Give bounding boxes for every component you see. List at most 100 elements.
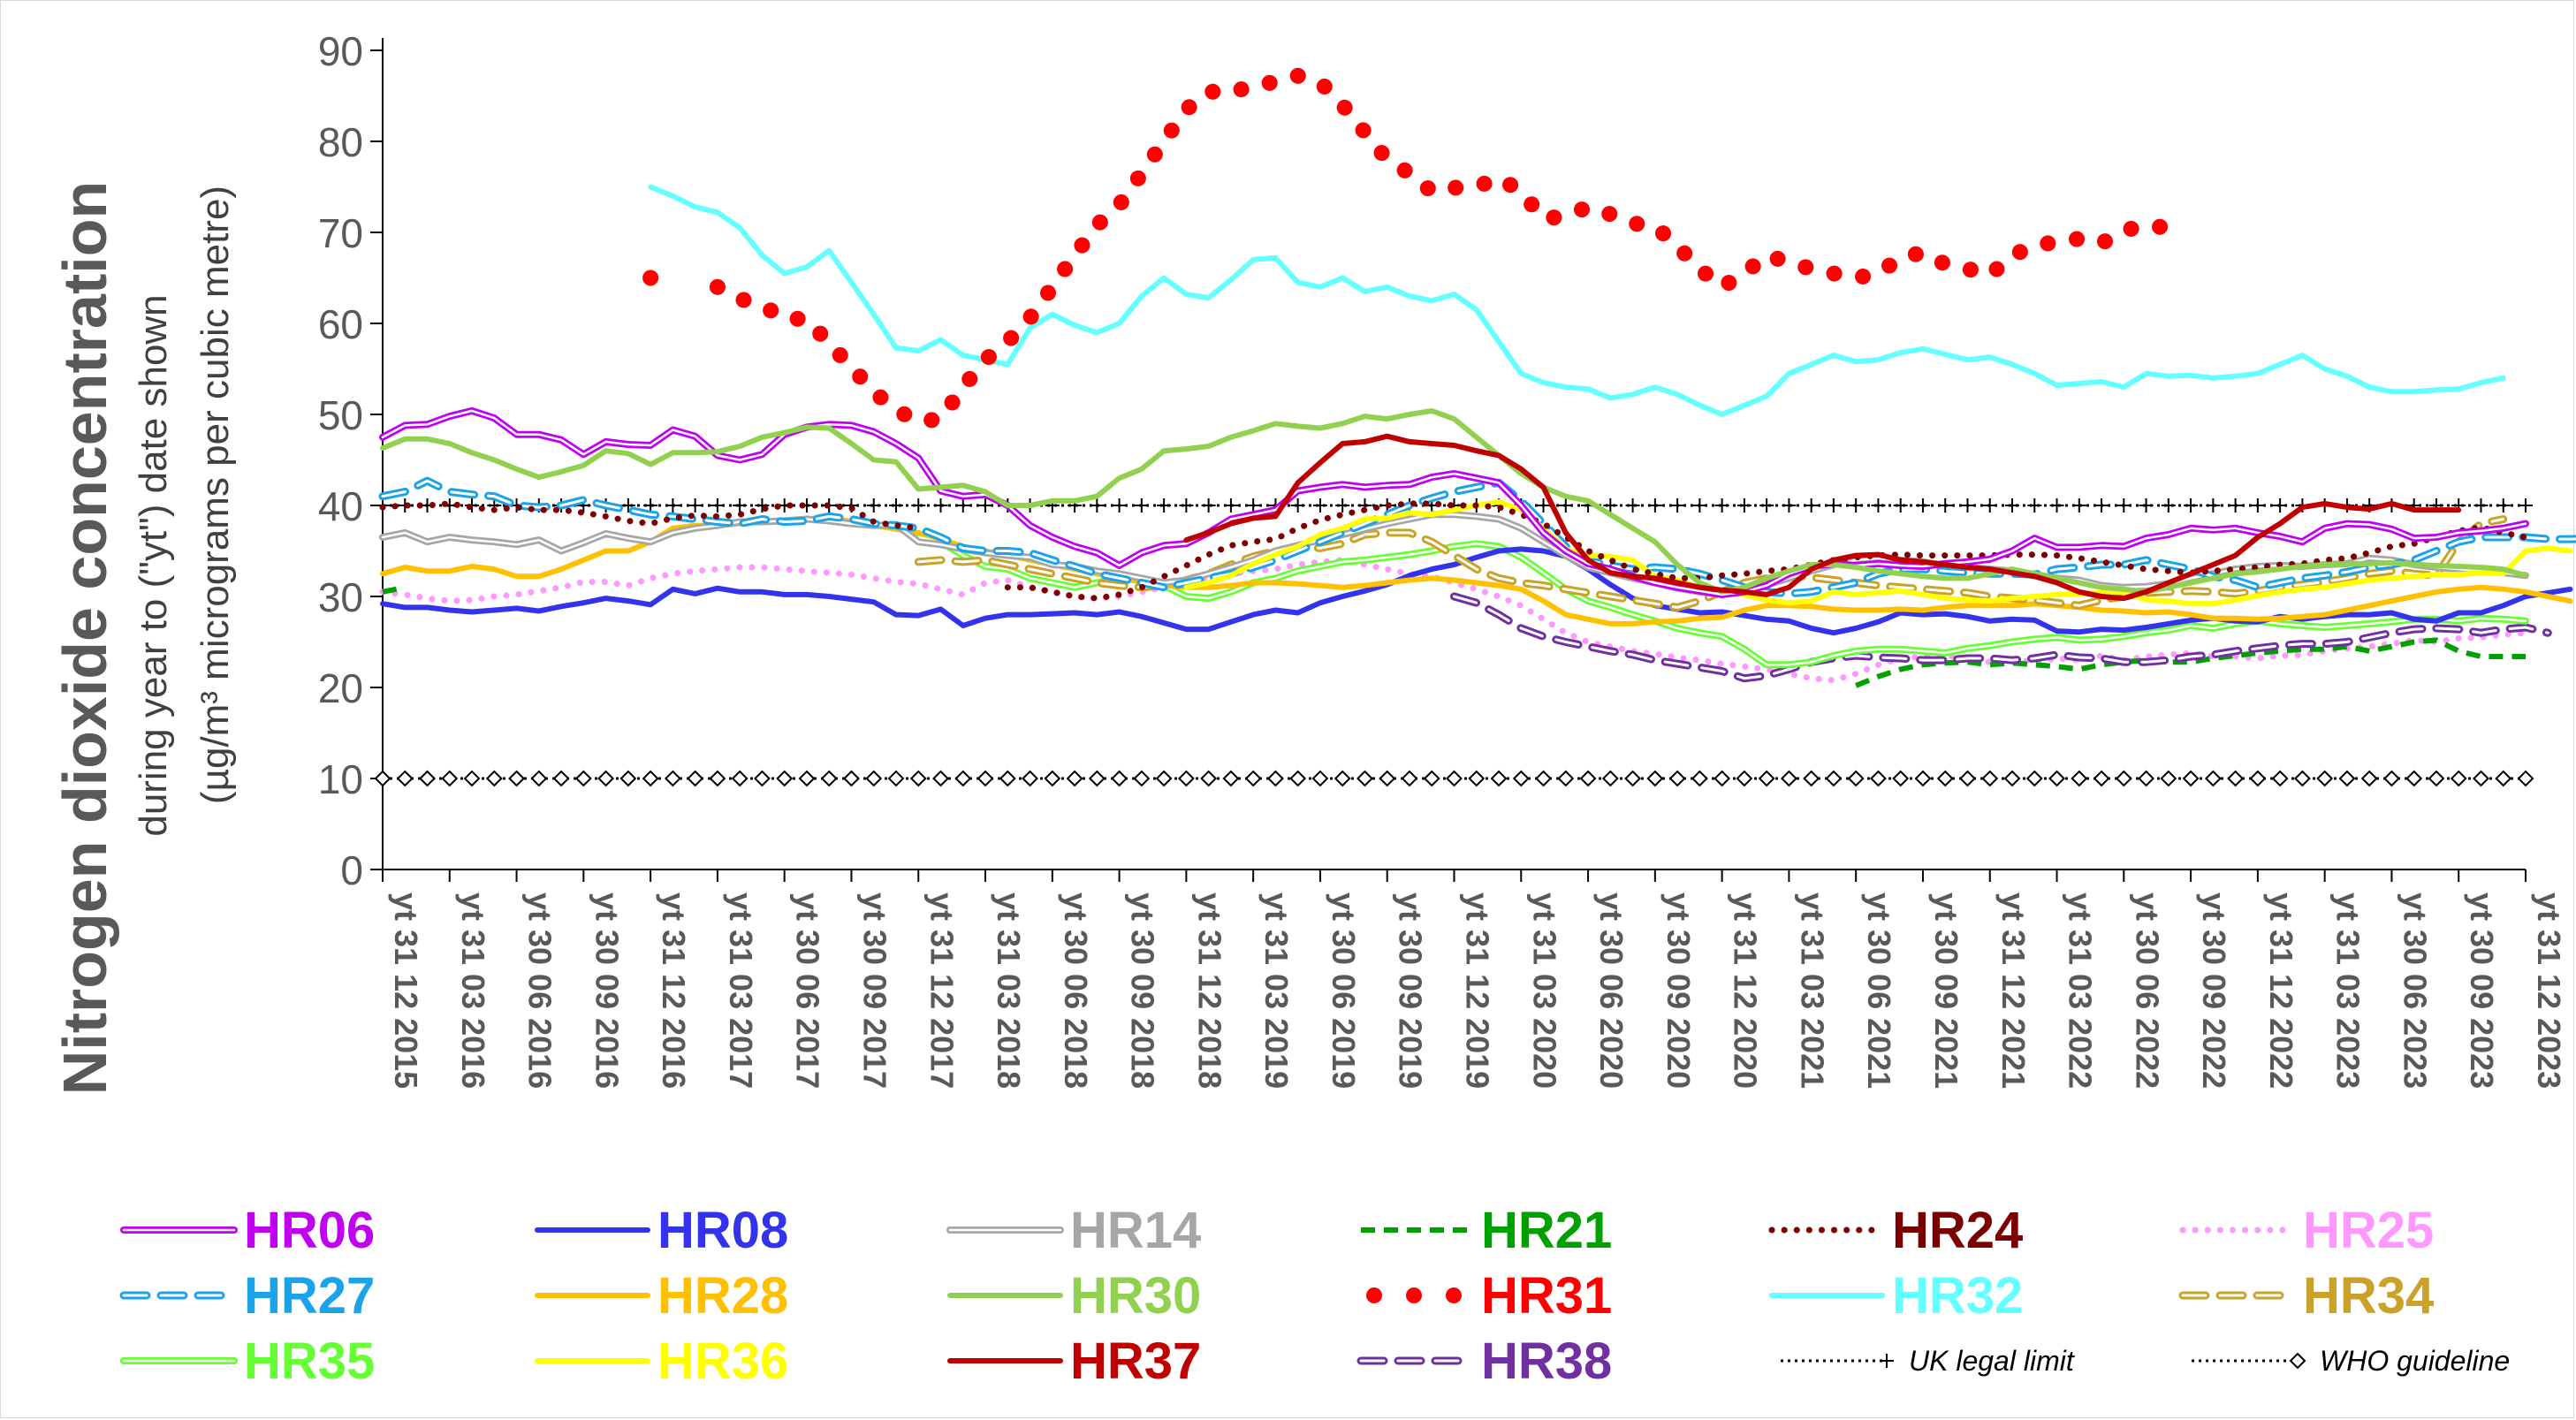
ref-marker — [1289, 770, 1307, 787]
x-tick-label: yt 30 06 2022 — [2129, 892, 2165, 1089]
x-tick-label: yt 30 09 2016 — [589, 892, 625, 1089]
ref-marker — [1244, 770, 1262, 787]
series-line-hr21 — [382, 584, 406, 595]
legend: HR06 HR08 HR14 HR21 HR24 HR25 HR27 HR28 HR30 HR31… — [119, 1202, 2510, 1390]
ref-marker — [1267, 770, 1284, 787]
series-line-hr27 — [378, 476, 2576, 598]
legend-label: HR27 — [244, 1267, 375, 1325]
legend-marker — [2289, 1352, 2306, 1370]
x-tick-label: yt 30 06 2016 — [522, 892, 559, 1089]
ref-marker — [1401, 770, 1418, 787]
series-line-hr38-inner — [1453, 595, 2549, 680]
ref-marker — [1691, 770, 1708, 787]
legend-item-hr38: HR38 — [1356, 1333, 1612, 1390]
ref-marker — [485, 770, 503, 787]
x-tick-label: yt 30 09 2018 — [1125, 892, 1161, 1089]
legend-label: HR28 — [657, 1267, 788, 1325]
legend-label: UK legal limit — [1909, 1345, 2075, 1377]
x-tick-label: yt 31 12 2015 — [388, 892, 424, 1089]
ref-marker — [1044, 770, 1061, 787]
ref-marker — [1892, 770, 1910, 787]
ref-marker — [2160, 770, 2177, 787]
ref-marker — [2271, 770, 2289, 787]
ref-marker — [1446, 770, 1463, 787]
series-hr31 — [642, 67, 2177, 430]
ref-marker — [2338, 770, 2356, 787]
ref-marker — [798, 770, 816, 787]
ref-marker — [619, 770, 637, 787]
series-hr32 — [648, 184, 2506, 417]
legend-item-hr08: HR08 — [535, 1202, 788, 1259]
ref-marker — [1133, 770, 1151, 787]
legend-item-hr30: HR30 — [947, 1267, 1201, 1325]
series-line-hr36 — [1183, 498, 2573, 607]
ref-marker — [976, 770, 994, 787]
ref-marker — [642, 770, 659, 787]
series-line-hr30 — [380, 407, 2528, 595]
y-tick-label: 50 — [318, 392, 363, 438]
legend-label: HR32 — [1892, 1267, 2023, 1325]
ref-marker — [1601, 770, 1619, 787]
x-tick-label: yt 30 06 2019 — [1326, 892, 1362, 1089]
ref-marker — [419, 770, 436, 787]
legend-label: HR36 — [657, 1333, 788, 1390]
ref-marker — [2071, 770, 2088, 787]
ref-marker — [1870, 770, 1887, 787]
x-tick-label: yt 31 03 2017 — [723, 892, 759, 1089]
y-tick-label: 30 — [318, 574, 363, 620]
ref-marker — [1222, 770, 1240, 787]
axes-layer — [370, 38, 2527, 882]
series-hr06 — [379, 406, 2529, 598]
y-tick-labels: 0 10 20 30 40 50 60 70 80 90 — [318, 28, 363, 893]
ref-marker — [1111, 770, 1128, 787]
legend-item-hr37: HR37 — [947, 1333, 1201, 1390]
ref-marker — [1066, 770, 1083, 787]
legend-item-hr34: HR34 — [2178, 1267, 2434, 1325]
ref-marker — [1356, 770, 1373, 787]
x-tick-label: yt 31 12 2018 — [1191, 892, 1227, 1089]
x-tick-label: yt 31 03 2023 — [2330, 892, 2367, 1089]
legend-item-hr27: HR27 — [119, 1267, 375, 1325]
ref-marker — [1624, 770, 1641, 787]
legend-label: HR31 — [1481, 1267, 1612, 1325]
x-tick-label: yt 31 03 2021 — [1794, 892, 1830, 1089]
x-tick-label: yt 31 12 2021 — [1995, 892, 2032, 1089]
ref-marker — [709, 770, 726, 787]
ref-marker — [1557, 770, 1575, 787]
series-line-hr37 — [1183, 433, 2462, 602]
ref-marker — [1914, 770, 1932, 787]
ref-marker — [1535, 770, 1552, 787]
legend-label: HR38 — [1481, 1333, 1612, 1390]
ref-marker — [2316, 770, 2334, 787]
ref-marker — [1177, 770, 1195, 787]
x-tick-label: yt 30 09 2021 — [1928, 892, 1964, 1089]
ref-marker — [1423, 770, 1440, 787]
x-tick-label: yt 30 09 2020 — [1660, 892, 1697, 1089]
series-line-hr25 — [379, 557, 2529, 684]
ref-marker — [2204, 770, 2222, 787]
ref-marker — [530, 770, 548, 787]
ref-marker — [1200, 770, 1218, 787]
ref-marker — [909, 770, 927, 787]
x-tick-label: yt 31 12 2020 — [1728, 892, 1764, 1089]
legend-item-uk-legal-limit: UK legal limit — [1781, 1345, 2075, 1377]
ref-line-who-guideline — [374, 770, 2534, 787]
legend-item-hr25: HR25 — [2179, 1202, 2434, 1259]
series-line-hr24 — [379, 500, 922, 532]
x-tick-label: yt 31 03 2020 — [1526, 892, 1562, 1089]
ref-marker — [1803, 770, 1820, 787]
x-tick-label: yt 30 06 2018 — [1058, 892, 1094, 1089]
ref-marker — [2405, 770, 2423, 787]
legend-label: HR06 — [244, 1202, 375, 1259]
x-tick-label: yt 30 06 2023 — [2397, 892, 2433, 1089]
ref-marker — [1847, 770, 1865, 787]
ref-marker — [776, 770, 794, 787]
x-tick-label: yt 31 12 2022 — [2263, 892, 2299, 1089]
series-hr27 — [378, 476, 2576, 598]
ref-marker — [1646, 770, 1664, 787]
x-tick-label: yt 30 06 2020 — [1593, 892, 1630, 1089]
y-tick-label: 80 — [318, 119, 363, 165]
x-tick-label: yt 30 06 2021 — [1861, 892, 1897, 1089]
